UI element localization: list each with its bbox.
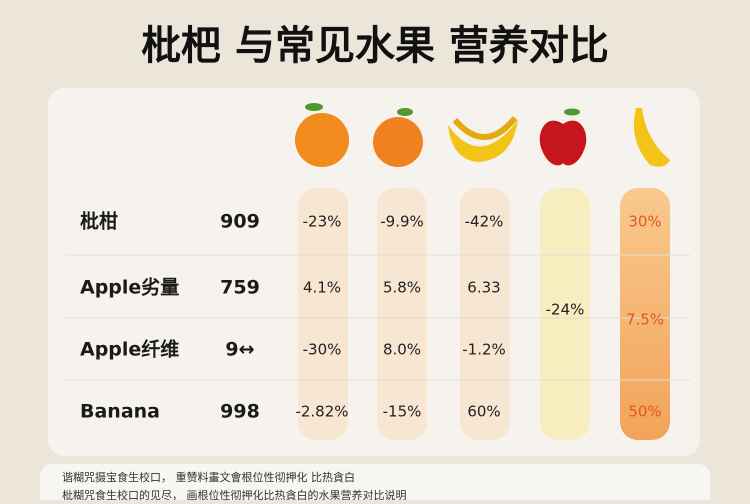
apple-icon (539, 108, 587, 166)
cell: -24% (546, 301, 585, 319)
cell: 4.1% (303, 279, 341, 297)
rows: 枇柑 909 -23% -9.9% -42% Apple劣量 759 4.1% 5.8% 6.33… (80, 210, 506, 423)
cell: -23% (303, 213, 342, 231)
row-label: Banana (80, 401, 160, 423)
row-label: Apple纤维 (80, 338, 179, 361)
table-card (48, 88, 700, 456)
cell: 30% (628, 213, 661, 231)
cell: -15% (383, 403, 422, 421)
column-bg (377, 188, 427, 440)
column-bg (298, 188, 348, 440)
banana-icon (448, 116, 518, 162)
row-label: 枇柑 (80, 210, 118, 233)
column-bg (540, 188, 590, 440)
row-value: 998 (220, 401, 260, 423)
cell: -42% (465, 213, 504, 231)
cell: -30% (303, 341, 342, 359)
footer-text: 谐糊咒摄宝食生校口， 重赞料畫文會根位性彻押化 比热貪白 (62, 470, 355, 484)
cell: 6.33 (467, 279, 500, 297)
cell: -1.2% (462, 341, 506, 359)
column-bg (460, 188, 510, 440)
banana-icon (633, 108, 670, 167)
cell: 50% (628, 403, 661, 421)
row-value: 759 (220, 277, 260, 299)
cell: 60% (467, 403, 500, 421)
cell: 8.0% (383, 341, 421, 359)
orange-icon (295, 103, 349, 167)
cell: 7.5% (626, 311, 664, 329)
row-value: 909 (220, 211, 260, 233)
row-label: Apple劣量 (80, 276, 179, 299)
title: 枇杷 与常见水果 营养对比 (141, 23, 609, 69)
column-bg (620, 188, 670, 440)
footer-card (40, 464, 710, 504)
cell: -9.9% (380, 213, 424, 231)
cell: 5.8% (383, 279, 421, 297)
orange-icon (373, 108, 423, 167)
row-value: 9↔ (225, 339, 254, 361)
footer-text: 枇糊咒食生校口的见尽， 画根位性彻押化比热貪白的水果营养对比说明 (62, 488, 407, 500)
cell: -2.82% (295, 403, 348, 421)
